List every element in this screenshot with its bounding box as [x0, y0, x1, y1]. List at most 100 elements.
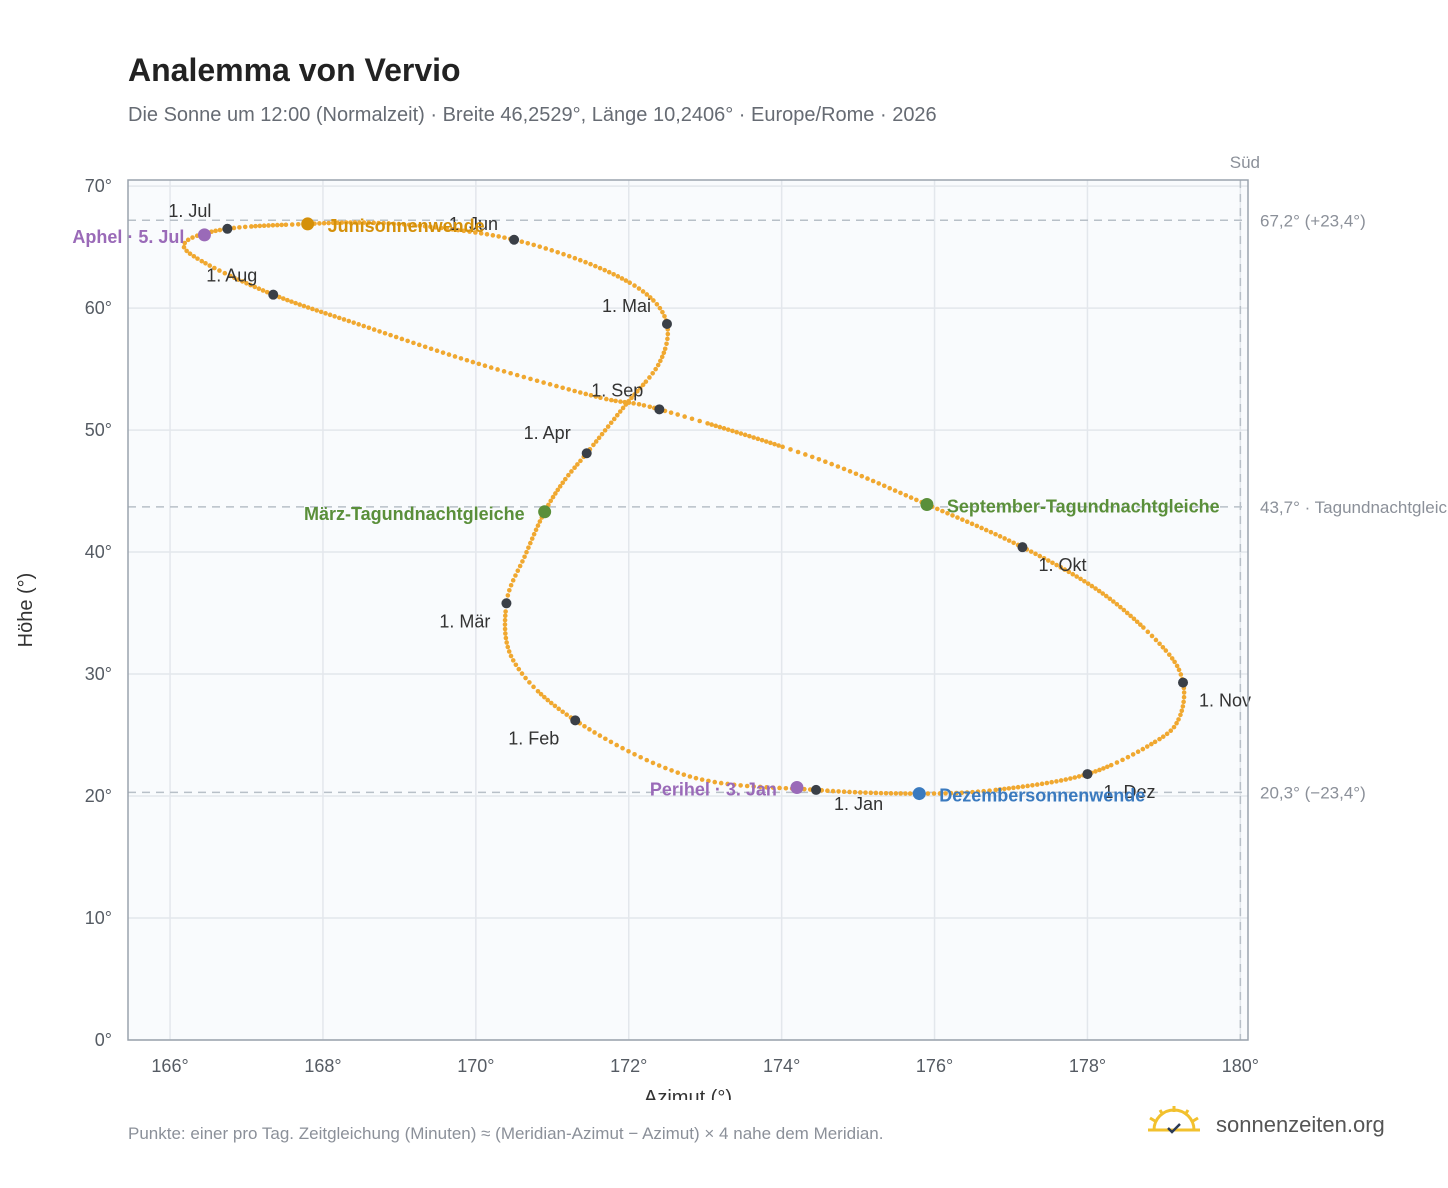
curve-dot: [366, 220, 372, 225]
y-tick-label: 20°: [85, 786, 112, 806]
curve-dot: [783, 785, 789, 791]
curve-dot: [503, 631, 508, 636]
curve-dot: [341, 317, 347, 322]
curve-dot: [764, 785, 769, 790]
curve-dot: [1101, 766, 1106, 771]
curve-dot: [1171, 724, 1177, 730]
curve-dot: [659, 354, 665, 360]
curve-dot: [718, 780, 724, 786]
curve-dot: [658, 358, 663, 364]
curve-dot: [515, 568, 521, 574]
curve-dot: [935, 506, 940, 512]
curve-dot: [1085, 581, 1091, 586]
special-point-label: Dezembersonnenwende: [939, 786, 1145, 806]
curve-dot: [261, 223, 267, 229]
curve-dot: [327, 312, 333, 318]
curve-dot: [529, 536, 535, 541]
special-point-label: Junisonnenwende: [328, 216, 485, 236]
curve-dot: [237, 225, 242, 230]
curve-dot: [517, 563, 523, 569]
month-marker: [811, 784, 822, 795]
curve-dot: [599, 431, 605, 437]
curve-dot: [274, 222, 280, 228]
curve-dot: [417, 223, 423, 228]
curve-dot: [484, 232, 490, 237]
curve-dot: [1103, 593, 1109, 599]
curve-dot: [660, 309, 665, 315]
curve-dot: [835, 464, 841, 469]
curve-dot: [636, 402, 642, 407]
curve-dot: [623, 278, 629, 283]
curve-dot: [647, 295, 653, 300]
reference-line-label: 43,7° · Tagundnachtgleiche: [1260, 498, 1448, 517]
curve-dot: [1089, 583, 1095, 589]
curve-dot: [768, 440, 773, 446]
brand-logo[interactable]: sonnenzeiten.org: [1146, 1104, 1406, 1144]
curve-dot: [669, 768, 674, 773]
curve-dot: [575, 462, 580, 467]
footnote: Punkte: einer pro Tag. Zeitgleichung (Mi…: [128, 1124, 884, 1143]
curve-dot: [531, 684, 536, 690]
curve-dot: [650, 370, 656, 376]
curve-dot: [738, 783, 743, 788]
month-marker: [268, 289, 279, 300]
curve-dot: [323, 311, 328, 316]
curve-dot: [264, 289, 270, 295]
curve-dot: [550, 494, 556, 500]
month-marker: [654, 404, 665, 415]
curve-dot: [598, 395, 603, 400]
curve-dot: [755, 436, 761, 442]
month-label: 1. Okt: [1038, 555, 1086, 575]
month-label: 1. Mär: [439, 611, 490, 631]
curve-dot: [847, 789, 852, 795]
curve-dot: [531, 531, 537, 537]
curve-dot: [516, 666, 522, 672]
curve-dot: [654, 301, 660, 307]
curve-dot: [873, 790, 879, 796]
curve-dot: [1011, 785, 1016, 791]
curve-dot: [665, 331, 671, 337]
curve-dot: [452, 354, 458, 359]
curve-dot: [964, 519, 970, 525]
curve-dot: [751, 435, 756, 440]
curve-dot: [1050, 560, 1055, 566]
curve-dot: [697, 418, 702, 424]
curve-dot: [777, 785, 782, 791]
curve-dot: [213, 228, 218, 234]
curve-dot: [446, 352, 452, 357]
curve-dot: [502, 613, 508, 619]
curve-dot: [841, 466, 847, 472]
curve-dot: [1105, 764, 1110, 770]
curve-dot: [841, 789, 847, 795]
curve-dot: [411, 340, 416, 346]
curve-dot: [1138, 622, 1143, 627]
curve-dot: [608, 739, 614, 745]
curve-dot: [721, 426, 727, 431]
curve-dot: [184, 248, 189, 254]
curve-dot: [757, 784, 763, 790]
curve-dot: [505, 644, 511, 650]
curve-dot: [473, 230, 478, 235]
curve-dot: [597, 733, 603, 738]
curve-dot: [898, 490, 903, 496]
curve-dot: [608, 420, 614, 426]
curve-dot: [651, 298, 656, 303]
curve-dot: [520, 559, 525, 564]
curve-dot: [535, 523, 541, 528]
curve-dot: [228, 273, 233, 279]
curve-dot: [523, 675, 528, 681]
curve-dot: [955, 515, 960, 520]
curve-dot: [1164, 731, 1170, 737]
curve-dot: [535, 688, 541, 694]
curve-dot: [587, 727, 592, 732]
curve-dot: [537, 244, 543, 249]
curve-dot: [386, 221, 391, 226]
curve-dot: [662, 346, 668, 352]
curve-dot: [203, 261, 208, 266]
curve-dot: [993, 787, 999, 793]
curve-dot: [611, 416, 617, 422]
curve-dot: [508, 653, 514, 659]
curve-dot: [1034, 782, 1040, 787]
curve-dot: [689, 416, 695, 422]
curve-dot: [970, 789, 975, 795]
